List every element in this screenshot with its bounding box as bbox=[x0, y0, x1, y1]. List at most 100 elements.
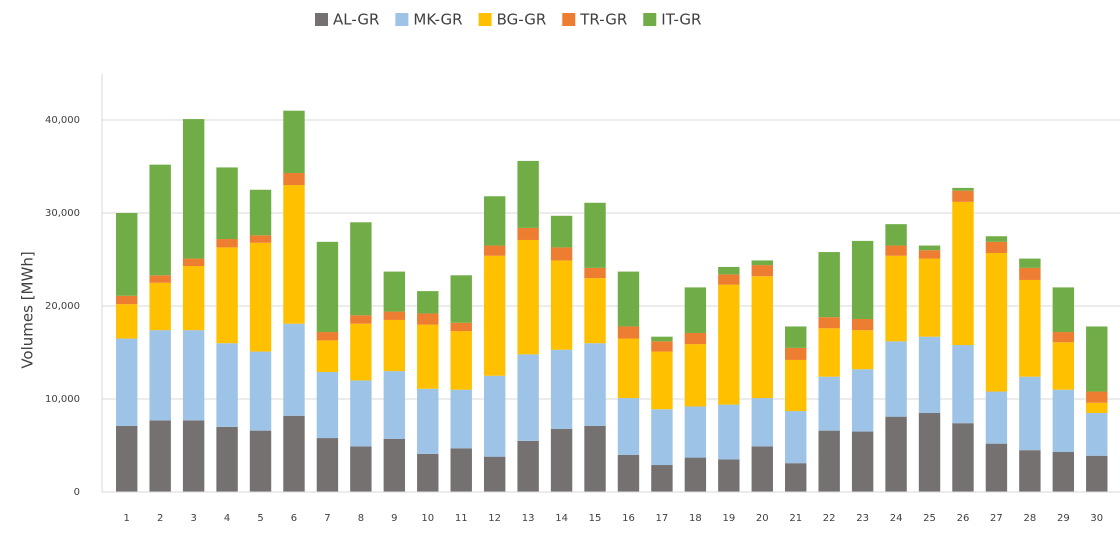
x-tick-label: 1 bbox=[124, 513, 130, 524]
bar-segment bbox=[249, 242, 272, 352]
bar-segment bbox=[885, 224, 907, 246]
bar-segment bbox=[517, 239, 539, 355]
bar-segment bbox=[450, 448, 472, 492]
bar-segment bbox=[918, 245, 941, 251]
bar-segment bbox=[249, 430, 272, 492]
legend-swatch bbox=[562, 13, 576, 26]
bar-segment bbox=[1019, 267, 1041, 280]
bar-segment bbox=[417, 313, 439, 325]
bar-segment bbox=[684, 332, 707, 345]
x-tick-label: 20 bbox=[756, 513, 769, 524]
bar-segment bbox=[116, 425, 138, 492]
bar-segment bbox=[1086, 391, 1108, 403]
bar-segment bbox=[1019, 279, 1041, 377]
bar-segment bbox=[985, 252, 1008, 392]
bar-segment bbox=[684, 344, 707, 407]
bar-segment bbox=[851, 369, 874, 432]
bar-segment bbox=[651, 341, 673, 352]
legend-label: TR-GR bbox=[579, 11, 627, 29]
x-tick-label: 30 bbox=[1090, 513, 1103, 524]
bar-segment bbox=[818, 376, 840, 431]
bar-segment bbox=[182, 258, 205, 267]
bar-segment bbox=[216, 426, 238, 492]
bar-segment bbox=[684, 287, 707, 333]
bar-segment bbox=[383, 271, 406, 312]
bar-segment bbox=[450, 331, 472, 390]
bar-segment bbox=[483, 245, 506, 256]
bar-segment bbox=[383, 311, 406, 320]
bar-segment bbox=[283, 415, 305, 492]
x-tick-label: 28 bbox=[1024, 513, 1037, 524]
bar-segment bbox=[818, 317, 840, 329]
bar-segment bbox=[818, 430, 840, 492]
bar-segment bbox=[918, 250, 941, 259]
x-tick-label: 21 bbox=[789, 513, 802, 524]
bar-segment bbox=[1019, 376, 1041, 451]
bar-segment bbox=[1019, 258, 1041, 268]
bar-segment bbox=[283, 323, 305, 416]
bar-segment bbox=[417, 324, 439, 389]
bar-segment bbox=[149, 164, 171, 276]
bar-segment bbox=[718, 266, 740, 275]
legend-label: IT-GR bbox=[661, 11, 701, 29]
y-axis-label: Volumes [MWh] bbox=[19, 251, 37, 368]
bar-segment bbox=[584, 425, 606, 492]
bar-segment bbox=[818, 252, 840, 318]
bar-segment bbox=[718, 459, 740, 492]
x-tick-label: 15 bbox=[589, 513, 602, 524]
x-tick-label: 5 bbox=[257, 513, 263, 524]
x-tick-label: 7 bbox=[324, 513, 330, 524]
bar-segment bbox=[751, 260, 773, 266]
bar-segment bbox=[550, 260, 573, 350]
y-tick-label: 30,000 bbox=[45, 208, 80, 219]
legend-swatch bbox=[395, 13, 409, 26]
bar-segment bbox=[383, 438, 406, 492]
bar-segment bbox=[1052, 452, 1075, 492]
x-tick-label: 25 bbox=[923, 513, 936, 524]
x-tick-label: 14 bbox=[555, 513, 568, 524]
bar-segment bbox=[818, 328, 840, 377]
bar-segment bbox=[350, 446, 372, 492]
bar-segment bbox=[116, 213, 138, 296]
bar-segment bbox=[584, 343, 606, 426]
bar-segment bbox=[1052, 389, 1075, 453]
bar-segment bbox=[1086, 455, 1108, 492]
x-tick-label: 29 bbox=[1057, 513, 1070, 524]
x-tick-label: 27 bbox=[990, 513, 1003, 524]
bar-segment bbox=[517, 227, 539, 240]
bar-segment bbox=[450, 322, 472, 332]
bar-segment bbox=[617, 398, 640, 455]
bar-segment bbox=[116, 304, 138, 339]
bar-segment bbox=[216, 343, 238, 427]
bar-segment bbox=[182, 330, 205, 421]
bar-segment bbox=[1086, 412, 1108, 456]
bar-segment bbox=[918, 336, 941, 413]
bar-segment bbox=[249, 189, 272, 236]
bar-segment bbox=[417, 453, 439, 492]
bar-segment bbox=[182, 420, 205, 492]
bar-segment bbox=[550, 247, 573, 261]
bar-segment bbox=[450, 389, 472, 449]
bar-segment bbox=[785, 326, 807, 348]
bar-segment bbox=[651, 465, 673, 492]
legend-swatch bbox=[478, 13, 492, 26]
bar-segment bbox=[885, 255, 907, 342]
x-tick-label: 16 bbox=[622, 513, 635, 524]
bar-segment bbox=[483, 375, 506, 457]
bar-segment bbox=[952, 201, 974, 346]
bar-segment bbox=[350, 222, 372, 316]
bar-segment bbox=[149, 330, 171, 421]
bar-segment bbox=[216, 167, 238, 240]
bar-segment bbox=[952, 187, 974, 191]
x-tick-label: 10 bbox=[421, 513, 434, 524]
bar-segment bbox=[1086, 402, 1108, 413]
legend-label: MK-GR bbox=[413, 11, 462, 29]
x-tick-label: 12 bbox=[488, 513, 501, 524]
x-tick-label: 22 bbox=[823, 513, 836, 524]
bar-segment bbox=[851, 319, 874, 331]
bar-segment bbox=[885, 416, 907, 492]
bar-segment bbox=[550, 428, 573, 492]
x-tick-label: 23 bbox=[856, 513, 869, 524]
bar-segment bbox=[918, 258, 941, 337]
bar-segment bbox=[517, 440, 539, 492]
